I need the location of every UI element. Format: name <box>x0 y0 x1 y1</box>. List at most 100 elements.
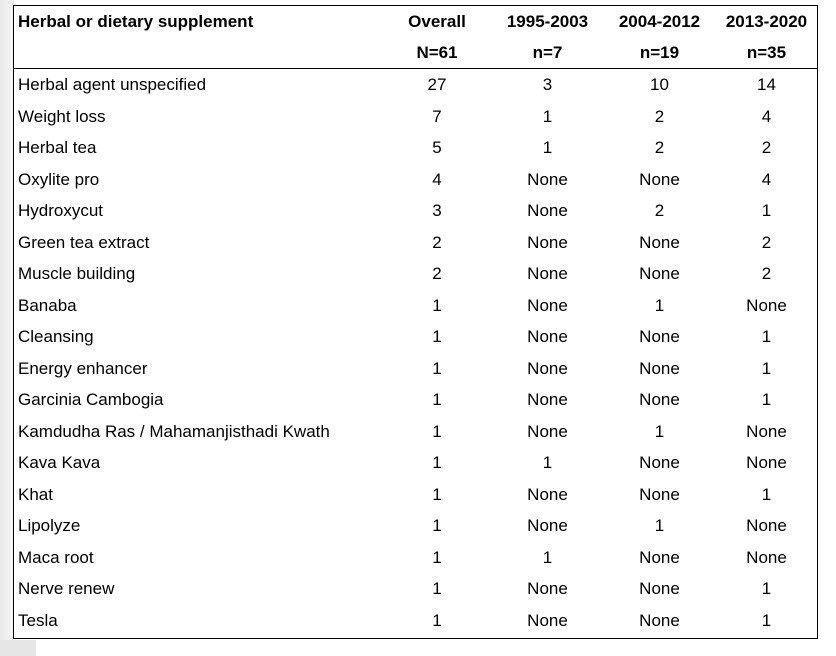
value-2004-2012: 2 <box>654 201 665 220</box>
value-2013-2020: 1 <box>761 484 772 504</box>
value-2004-2012: None <box>639 264 680 283</box>
value-overall: 1 <box>432 484 442 504</box>
table-row: Hydroxycut 3 None 2 1 <box>14 195 817 227</box>
table-row: Lipolyze 1 None 1 None <box>14 510 817 542</box>
value-1995-2003: None <box>527 610 568 630</box>
header-count-2004-2012: n=19 <box>603 37 716 69</box>
header-count-2013-2020: n=35 <box>716 37 817 69</box>
supplement-name: Weight loss <box>18 106 106 126</box>
value-overall: 4 <box>432 169 442 189</box>
value-overall: 1 <box>432 610 442 630</box>
value-2004-2012: None <box>639 484 680 504</box>
value-2013-2020: 1 <box>761 327 772 346</box>
table-row: Muscle building 2 None None 2 <box>14 258 817 290</box>
value-overall: 1 <box>432 579 442 598</box>
table-header: Herbal or dietary supplement Overall 199… <box>14 6 817 69</box>
value-1995-2003: 1 <box>542 106 553 126</box>
supplement-name: Lipolyze <box>18 516 81 535</box>
value-2013-2020: None <box>746 453 787 472</box>
value-2013-2020: 4 <box>761 106 772 126</box>
table-row: Tesla 1 None None 1 <box>14 605 817 637</box>
value-overall: 3 <box>432 201 442 220</box>
value-2004-2012: None <box>639 232 680 252</box>
value-2013-2020: None <box>746 295 787 315</box>
table-row: Cleansing 1 None None 1 <box>14 321 817 353</box>
header-period-1995-2003: 1995-2003 <box>506 12 589 31</box>
value-2013-2020: None <box>746 421 787 441</box>
table-row: Energy enhancer 1 None None 1 <box>14 353 817 385</box>
table-row: Kamdudha Ras / Mahamanjisthadi Kwath 1 Non… <box>14 416 817 448</box>
table-row: Nerve renew 1 None None 1 <box>14 573 817 605</box>
value-1995-2003: None <box>527 484 568 504</box>
table-row: Herbal tea 5 1 2 2 <box>14 132 817 164</box>
value-1995-2003: 3 <box>542 75 553 94</box>
value-2004-2012: 10 <box>650 75 669 94</box>
header-count-1995-2003: n=7 <box>492 37 603 69</box>
table-row: Khat 1 None None 1 <box>14 479 817 511</box>
supplement-name: Herbal agent unspecified <box>18 75 207 94</box>
value-overall: 1 <box>432 358 442 378</box>
value-2004-2012: 1 <box>654 421 665 441</box>
value-2004-2012: 1 <box>654 516 665 535</box>
table-row: Green tea extract 2 None None 2 <box>14 227 817 259</box>
supplement-name: Tesla <box>18 610 58 630</box>
value-overall: 5 <box>432 138 442 157</box>
page-edge-shading <box>0 0 14 656</box>
table-row: Oxylite pro 4 None None 4 <box>14 164 817 196</box>
value-1995-2003: None <box>527 358 568 378</box>
value-2013-2020: None <box>746 516 787 535</box>
value-2013-2020: 2 <box>761 232 772 252</box>
value-1995-2003: 1 <box>542 547 553 567</box>
value-overall: 2 <box>432 232 442 252</box>
header-empty-cell <box>14 37 382 69</box>
table-row: Herbal agent unspecified 27 3 10 14 <box>14 69 817 101</box>
value-2013-2020: 2 <box>761 264 772 283</box>
supplement-name: Oxylite pro <box>18 169 100 189</box>
value-2013-2020: 1 <box>761 579 772 598</box>
supplement-name: Cleansing <box>18 327 94 346</box>
value-1995-2003: None <box>527 264 568 283</box>
value-1995-2003: None <box>527 201 568 220</box>
value-1995-2003: None <box>527 327 568 346</box>
header-row-counts: N=61 n=7 n=19 n=35 <box>14 37 817 69</box>
value-2004-2012: None <box>639 547 680 567</box>
value-2004-2012: None <box>639 327 680 346</box>
value-overall: 7 <box>432 106 442 126</box>
table-row: Kava Kava 1 1 None None <box>14 447 817 479</box>
value-2013-2020: 1 <box>761 390 772 409</box>
value-overall: 1 <box>432 327 442 346</box>
value-1995-2003: None <box>527 232 568 252</box>
supplement-name: Banaba <box>18 295 77 315</box>
header-count-overall: N=61 <box>382 37 492 69</box>
value-overall: 1 <box>432 390 442 409</box>
value-1995-2003: 1 <box>542 138 553 157</box>
value-overall: 27 <box>427 75 447 94</box>
header-period-2004-2012: 2004-2012 <box>618 12 701 31</box>
header-overall: Overall <box>408 12 466 31</box>
header-period-2013-2020: 2013-2020 <box>725 12 808 31</box>
value-2004-2012: None <box>639 358 680 378</box>
value-1995-2003: None <box>527 169 568 189</box>
value-2004-2012: 1 <box>654 295 665 315</box>
value-2013-2020: 1 <box>761 201 772 220</box>
table-row: Garcinia Cambogia 1 None None 1 <box>14 384 817 416</box>
value-overall: 1 <box>432 453 442 472</box>
supplement-name: Nerve renew <box>18 579 115 598</box>
value-1995-2003: None <box>527 579 568 598</box>
value-2004-2012: None <box>639 390 680 409</box>
page-corner-shading <box>0 640 36 656</box>
value-2013-2020: None <box>746 547 787 567</box>
value-2013-2020: 2 <box>761 138 772 157</box>
supplement-table: Herbal or dietary supplement Overall 199… <box>14 6 817 636</box>
supplement-name: Muscle building <box>18 264 136 283</box>
value-2004-2012: None <box>639 610 680 630</box>
value-2004-2012: 2 <box>654 106 665 126</box>
supplement-name: Kava Kava <box>18 453 101 472</box>
header-row-periods: Herbal or dietary supplement Overall 199… <box>14 6 817 37</box>
value-2004-2012: 2 <box>654 138 665 157</box>
supplement-name: Garcinia Cambogia <box>18 390 164 409</box>
value-1995-2003: None <box>527 390 568 409</box>
supplement-name: Kamdudha Ras / Mahamanjisthadi Kwath <box>18 421 330 441</box>
table-row: Maca root 1 1 None None <box>14 542 817 574</box>
value-2004-2012: None <box>639 579 680 598</box>
